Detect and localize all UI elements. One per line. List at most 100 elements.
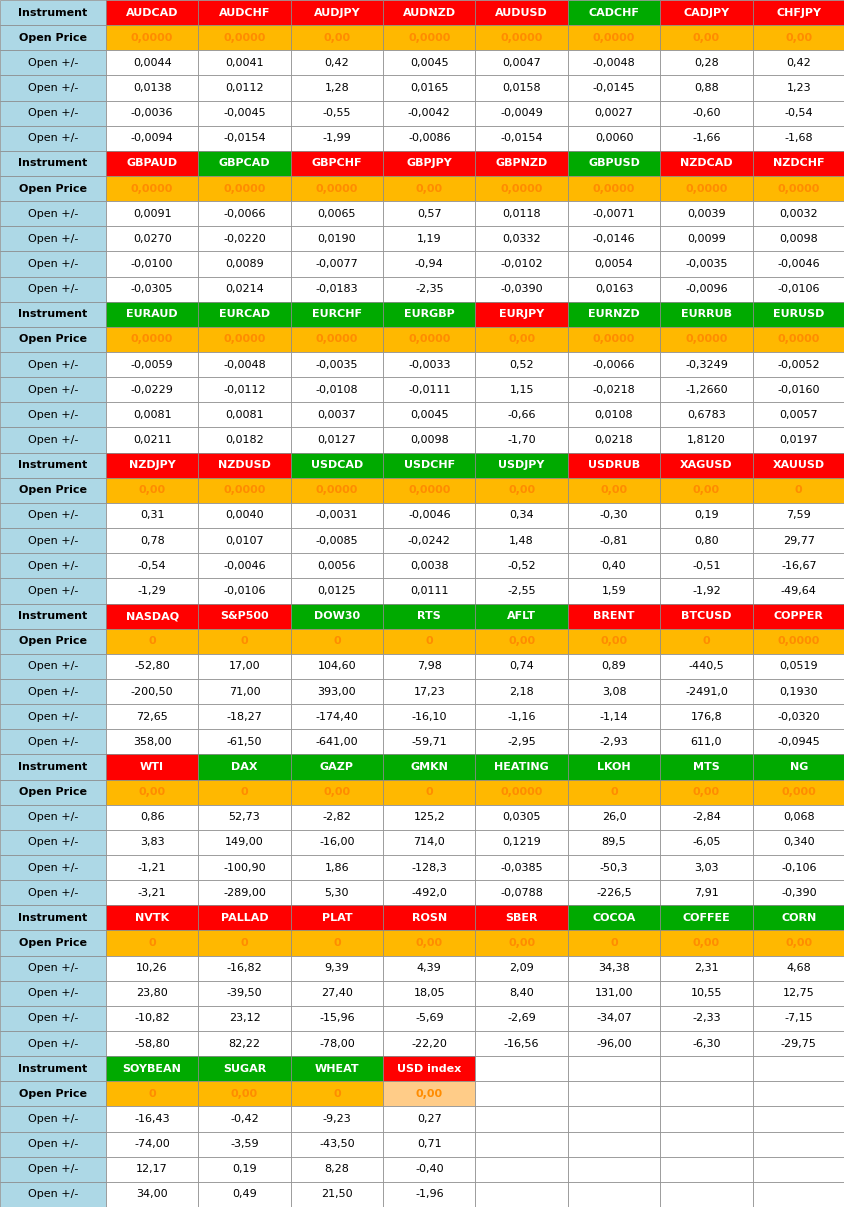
Bar: [382, 729, 475, 754]
Bar: [198, 931, 290, 956]
Text: 0: 0: [241, 787, 248, 797]
Text: -0,0036: -0,0036: [131, 109, 173, 118]
Bar: [752, 805, 844, 830]
Text: 0,0000: 0,0000: [592, 334, 635, 344]
Bar: [0, 1132, 106, 1156]
Text: AUDUSD: AUDUSD: [495, 7, 548, 18]
Bar: [0, 1081, 106, 1107]
Text: -1,16: -1,16: [506, 712, 535, 722]
Bar: [659, 276, 752, 302]
Text: 0,0519: 0,0519: [778, 661, 817, 671]
Text: Open +/-: Open +/-: [28, 989, 78, 998]
Bar: [659, 654, 752, 678]
Text: 17,00: 17,00: [229, 661, 260, 671]
Text: -0,0071: -0,0071: [592, 209, 635, 218]
Bar: [198, 503, 290, 529]
Text: 71,00: 71,00: [229, 687, 260, 696]
Bar: [0, 604, 106, 629]
Text: 0,00: 0,00: [507, 938, 534, 947]
Bar: [106, 1156, 198, 1182]
Text: 0,00: 0,00: [784, 938, 811, 947]
Bar: [0, 956, 106, 980]
Text: 0,1930: 0,1930: [778, 687, 817, 696]
Bar: [0, 302, 106, 327]
Bar: [382, 629, 475, 654]
Text: USDRUB: USDRUB: [587, 460, 640, 471]
Text: -0,0154: -0,0154: [223, 133, 266, 144]
Bar: [382, 478, 475, 503]
Bar: [475, 880, 567, 905]
Bar: [659, 780, 752, 805]
Bar: [290, 805, 382, 830]
Text: COCOA: COCOA: [592, 912, 635, 923]
Text: -0,390: -0,390: [780, 887, 815, 898]
Text: MTS: MTS: [692, 762, 719, 772]
Bar: [290, 880, 382, 905]
Bar: [567, 1182, 659, 1207]
Text: -0,94: -0,94: [414, 260, 443, 269]
Text: 0,0000: 0,0000: [500, 787, 542, 797]
Bar: [567, 1132, 659, 1156]
Text: Instrument: Instrument: [19, 309, 88, 320]
Text: -58,80: -58,80: [134, 1038, 170, 1049]
Text: -0,66: -0,66: [506, 410, 535, 420]
Bar: [106, 704, 198, 729]
Bar: [290, 678, 382, 704]
Bar: [475, 1005, 567, 1031]
Bar: [567, 227, 659, 251]
Text: Instrument: Instrument: [19, 7, 88, 18]
Text: 18,05: 18,05: [413, 989, 445, 998]
Bar: [567, 377, 659, 402]
Bar: [475, 0, 567, 25]
Bar: [659, 402, 752, 427]
Text: -0,0096: -0,0096: [684, 284, 727, 295]
Text: 2,18: 2,18: [509, 687, 533, 696]
Text: 82,22: 82,22: [228, 1038, 260, 1049]
Bar: [659, 1156, 752, 1182]
Text: -200,50: -200,50: [131, 687, 173, 696]
Text: 0,0037: 0,0037: [317, 410, 356, 420]
Bar: [0, 805, 106, 830]
Text: -22,20: -22,20: [411, 1038, 446, 1049]
Bar: [752, 578, 844, 604]
Bar: [752, 202, 844, 227]
Text: -0,0077: -0,0077: [315, 260, 358, 269]
Bar: [752, 553, 844, 578]
Text: 0,80: 0,80: [693, 536, 718, 546]
Bar: [567, 1107, 659, 1132]
Text: 358,00: 358,00: [133, 736, 171, 747]
Text: Instrument: Instrument: [19, 1063, 88, 1074]
Text: USDCAD: USDCAD: [311, 460, 363, 471]
Text: -0,0102: -0,0102: [500, 260, 543, 269]
Text: -1,99: -1,99: [322, 133, 351, 144]
Text: EURAUD: EURAUD: [126, 309, 178, 320]
Text: Open +/-: Open +/-: [28, 435, 78, 445]
Text: 0,00: 0,00: [415, 183, 442, 193]
Text: -1,92: -1,92: [691, 585, 720, 596]
Bar: [106, 51, 198, 75]
Text: Open +/-: Open +/-: [28, 234, 78, 244]
Text: -0,0031: -0,0031: [316, 511, 358, 520]
Bar: [752, 1005, 844, 1031]
Bar: [752, 227, 844, 251]
Text: 125,2: 125,2: [413, 812, 445, 822]
Bar: [106, 905, 198, 931]
Bar: [567, 1005, 659, 1031]
Bar: [0, 1031, 106, 1056]
Text: Open +/-: Open +/-: [28, 585, 78, 596]
Bar: [0, 729, 106, 754]
Text: Open +/-: Open +/-: [28, 58, 78, 68]
Text: DAX: DAX: [231, 762, 257, 772]
Text: Open +/-: Open +/-: [28, 838, 78, 847]
Bar: [0, 931, 106, 956]
Bar: [752, 780, 844, 805]
Bar: [567, 604, 659, 629]
Text: COFFEE: COFFEE: [682, 912, 729, 923]
Bar: [475, 453, 567, 478]
Text: Open +/-: Open +/-: [28, 209, 78, 218]
Text: Open +/-: Open +/-: [28, 887, 78, 898]
Text: -52,80: -52,80: [134, 661, 170, 671]
Bar: [106, 1182, 198, 1207]
Text: AFLT: AFLT: [506, 611, 536, 622]
Bar: [106, 1005, 198, 1031]
